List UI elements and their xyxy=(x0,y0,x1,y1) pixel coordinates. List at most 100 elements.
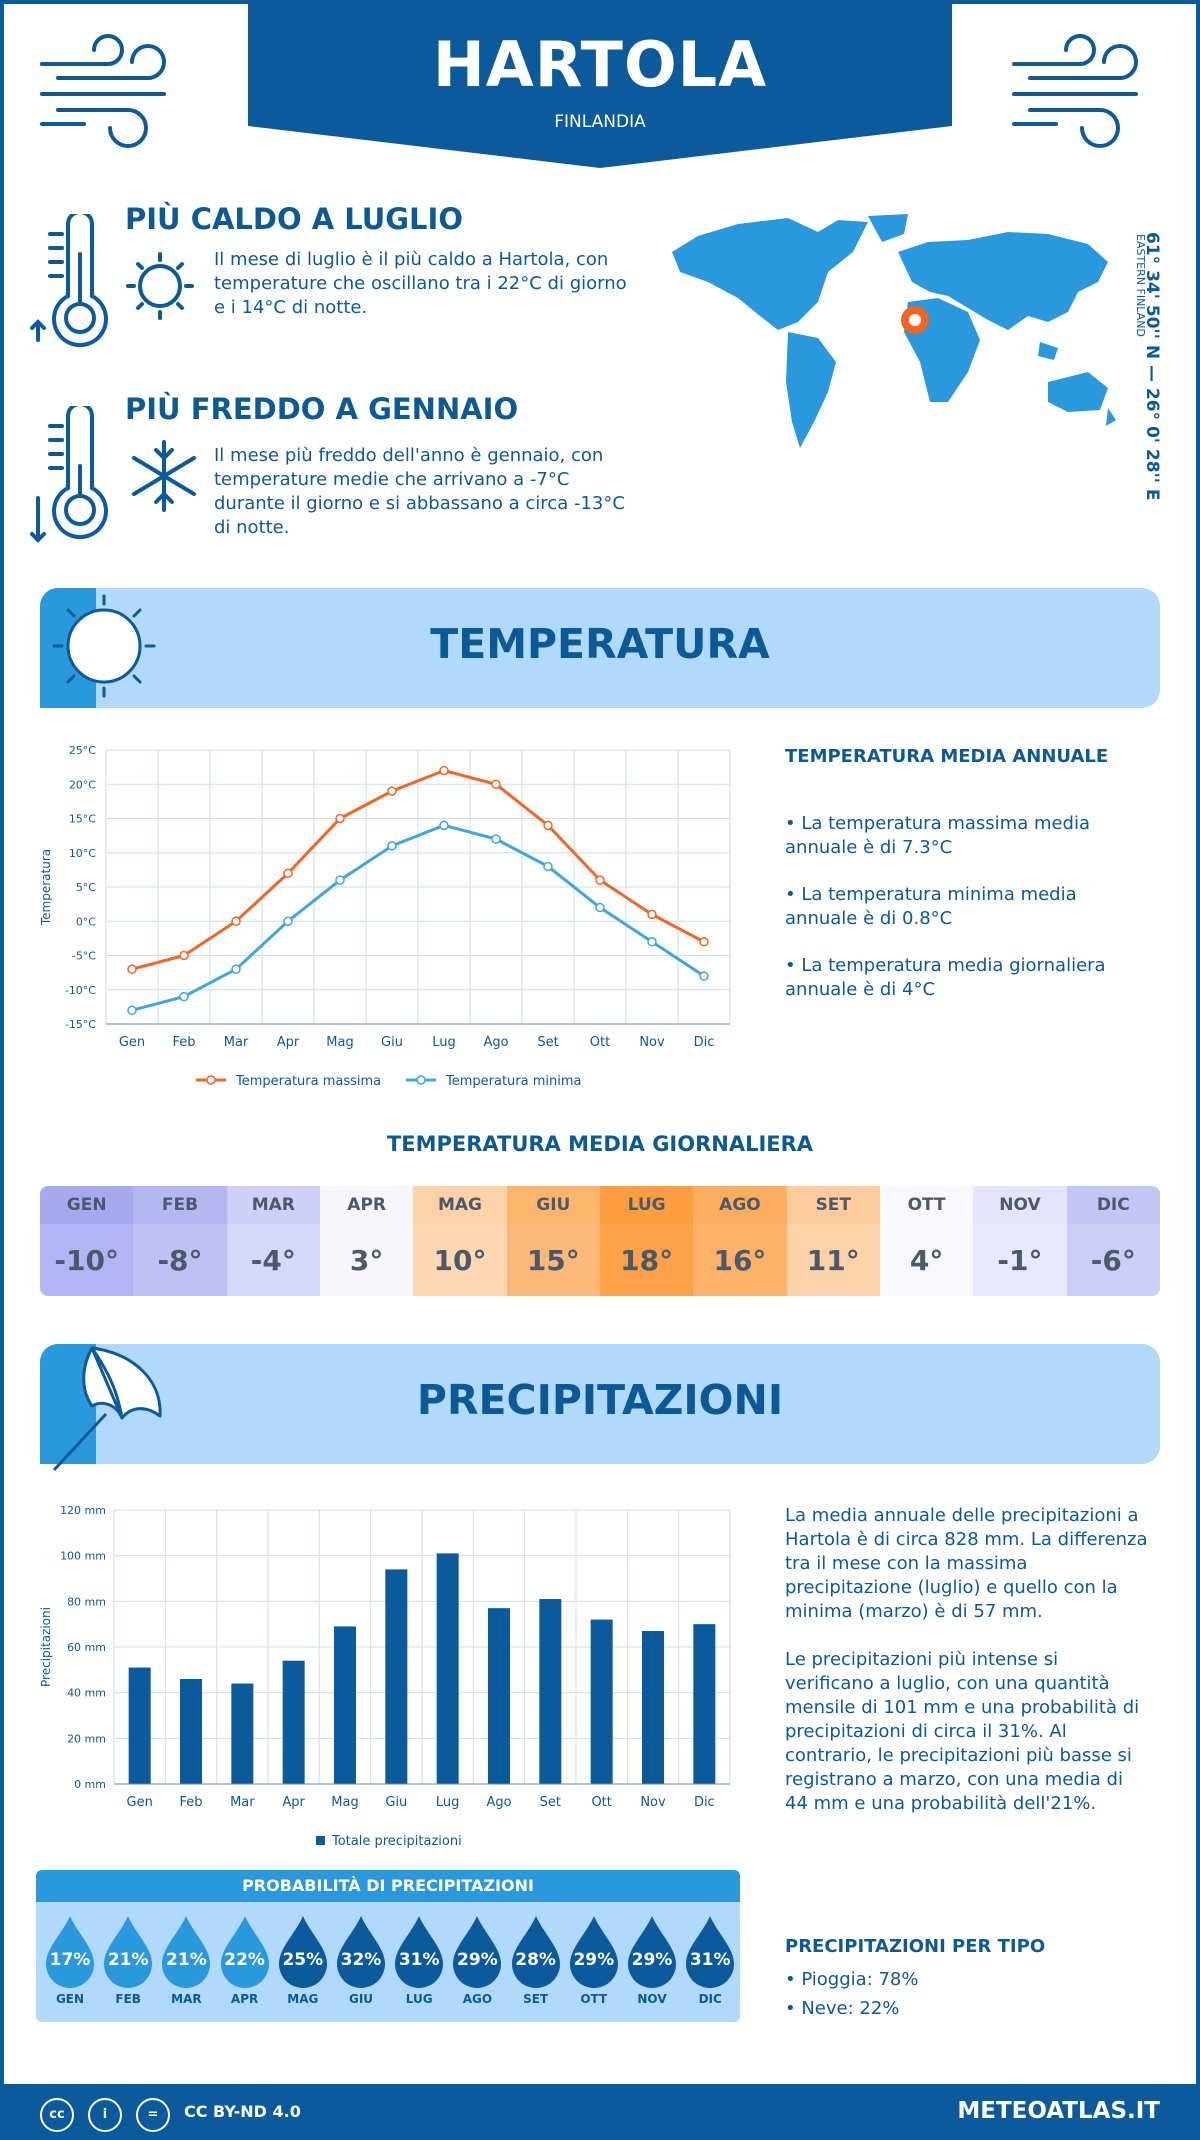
daily-temp-cell: OTT 4° xyxy=(879,1186,974,1296)
attribution-icon[interactable]: i xyxy=(88,2098,122,2132)
y-axis-label: Precipitazioni xyxy=(39,1607,53,1687)
precip-bar xyxy=(488,1608,510,1784)
precip-bar xyxy=(385,1569,408,1784)
daily-temp-cell: APR 3° xyxy=(319,1186,414,1296)
daily-temp-value: 4° xyxy=(879,1224,974,1296)
thermometer-cold-icon xyxy=(30,406,196,543)
probability-drop: 28% SET xyxy=(508,1914,564,2014)
legend-marker xyxy=(206,1075,216,1085)
y-tick-label: 80 mm xyxy=(67,1595,106,1608)
probability-drop: 31% LUG xyxy=(391,1914,447,2014)
x-tick-label: Mag xyxy=(331,1795,358,1810)
y-tick-label: -5°C xyxy=(72,950,96,963)
daily-temp-cell: GEN -10° xyxy=(40,1186,134,1296)
footer: cc i = CC BY-ND 4.0 METEOATLAS.IT xyxy=(0,2084,1200,2140)
daily-temp-month: LUG xyxy=(599,1186,694,1224)
probability-value: 29% xyxy=(573,1950,615,1970)
x-tick-label: Dic xyxy=(694,1035,715,1050)
data-point xyxy=(595,875,605,885)
drop-icon xyxy=(686,1916,735,1988)
probability-month: MAR xyxy=(171,1992,202,2006)
data-point xyxy=(179,991,189,1002)
y-tick-label: 5°C xyxy=(76,881,96,894)
data-point xyxy=(283,916,293,926)
probability-month: GIU xyxy=(348,1992,374,2006)
drop-icon xyxy=(162,1916,211,1988)
daily-temp-cell: FEB -8° xyxy=(133,1186,227,1296)
daily-temp-value: 3° xyxy=(319,1224,414,1296)
daily-temp-value: 10° xyxy=(413,1224,507,1296)
precip-summary-text: La media annuale delle precipitazioni a … xyxy=(785,1505,1148,1622)
data-point xyxy=(127,1005,137,1016)
temperature-chart: -15°C -10°C -5°C 0°C 5°C 10°C 15°C 20°C 25°C Gen F… xyxy=(39,744,731,1089)
probability-value: 21% xyxy=(107,1950,149,1970)
probability-month: MAG xyxy=(287,1992,319,2006)
probability-drop: 29% OTT xyxy=(566,1914,622,2014)
coldest-title: PIÙ FREDDO A GENNAIO xyxy=(125,392,519,426)
x-tick-label: Dic xyxy=(694,1795,715,1810)
daily-temp-value: -4° xyxy=(226,1224,320,1296)
probability-month: LUG xyxy=(405,1992,433,2006)
probability-value: 29% xyxy=(631,1950,673,1970)
license-label[interactable]: CC BY-ND 4.0 xyxy=(184,2102,301,2121)
daily-temp-month: DIC xyxy=(1066,1186,1160,1224)
precip-bar xyxy=(436,1553,459,1784)
series-line-min xyxy=(131,823,705,1012)
daily-temp-cell: DIC -6° xyxy=(1066,1186,1160,1296)
drop-icon xyxy=(569,1916,618,1988)
drop-icon xyxy=(104,1916,153,1988)
drop-icon xyxy=(278,1916,327,1988)
x-tick-label: Mar xyxy=(224,1035,249,1050)
precip-bar xyxy=(282,1660,305,1784)
data-point xyxy=(231,964,241,974)
drop-icon xyxy=(46,1916,94,1988)
data-point xyxy=(283,868,293,879)
daily-temp-month: GIU xyxy=(506,1186,600,1224)
data-point xyxy=(647,937,657,947)
probability-value: 29% xyxy=(457,1950,498,1970)
hottest-title: PIÙ CALDO A LUGLIO xyxy=(125,202,463,236)
probability-drop: 17% GEN xyxy=(42,1914,98,2014)
daily-temp-month: FEB xyxy=(133,1186,227,1224)
precip-bar xyxy=(693,1624,716,1784)
probability-value: 31% xyxy=(689,1950,731,1970)
drop-icon xyxy=(220,1916,269,1988)
x-tick-label: Mar xyxy=(230,1795,255,1810)
data-point xyxy=(231,916,241,926)
y-tick-label: 100 mm xyxy=(60,1550,106,1563)
probability-value: 17% xyxy=(49,1950,91,1970)
y-tick-label: 10°C xyxy=(69,847,96,860)
x-tick-label: Lug xyxy=(432,1035,456,1050)
daily-temp-month: OTT xyxy=(879,1186,974,1224)
precip-probability-panel: PROBABILITÀ DI PRECIPITAZIONI 17% GEN 21% F… xyxy=(36,1870,740,2022)
no-derivatives-icon[interactable]: = xyxy=(136,2098,170,2132)
y-tick-label: 0 mm xyxy=(74,1778,106,1791)
city-title: HARTOLA xyxy=(432,28,768,101)
data-point xyxy=(387,841,397,851)
daily-temp-cell: AGO 16° xyxy=(693,1186,787,1296)
x-tick-label: Gen xyxy=(119,1035,145,1050)
x-tick-label: Ott xyxy=(591,1795,611,1810)
data-point xyxy=(543,820,553,831)
precip-bar xyxy=(590,1619,613,1784)
legend-label: Totale precipitazioni xyxy=(331,1834,462,1849)
x-tick-label: Nov xyxy=(640,1795,666,1810)
probability-drop: 29% AGO xyxy=(449,1914,505,2014)
probability-drop: 29% NOV xyxy=(624,1914,680,2014)
annual-temp-title: TEMPERATURA MEDIA ANNUALE xyxy=(785,746,1109,767)
site-link[interactable]: METEOATLAS.IT xyxy=(957,2098,1160,2124)
cc-icon[interactable]: cc xyxy=(40,2098,74,2132)
y-tick-label: 20°C xyxy=(69,778,96,791)
daily-temp-value: 16° xyxy=(693,1224,787,1296)
daily-temp-cell: MAG 10° xyxy=(413,1186,507,1296)
precip-bar xyxy=(180,1678,202,1784)
header-shape xyxy=(248,0,952,168)
daily-temp-month: AGO xyxy=(693,1186,787,1224)
daily-temp-cell: NOV -1° xyxy=(973,1186,1067,1296)
data-point xyxy=(335,813,345,824)
data-point xyxy=(439,765,449,776)
thermometer-hot-icon xyxy=(30,214,194,347)
probability-drop: 22% APR xyxy=(217,1914,273,2014)
header-banner: HARTOLA FINLANDIA xyxy=(248,0,952,168)
data-point xyxy=(491,834,501,844)
